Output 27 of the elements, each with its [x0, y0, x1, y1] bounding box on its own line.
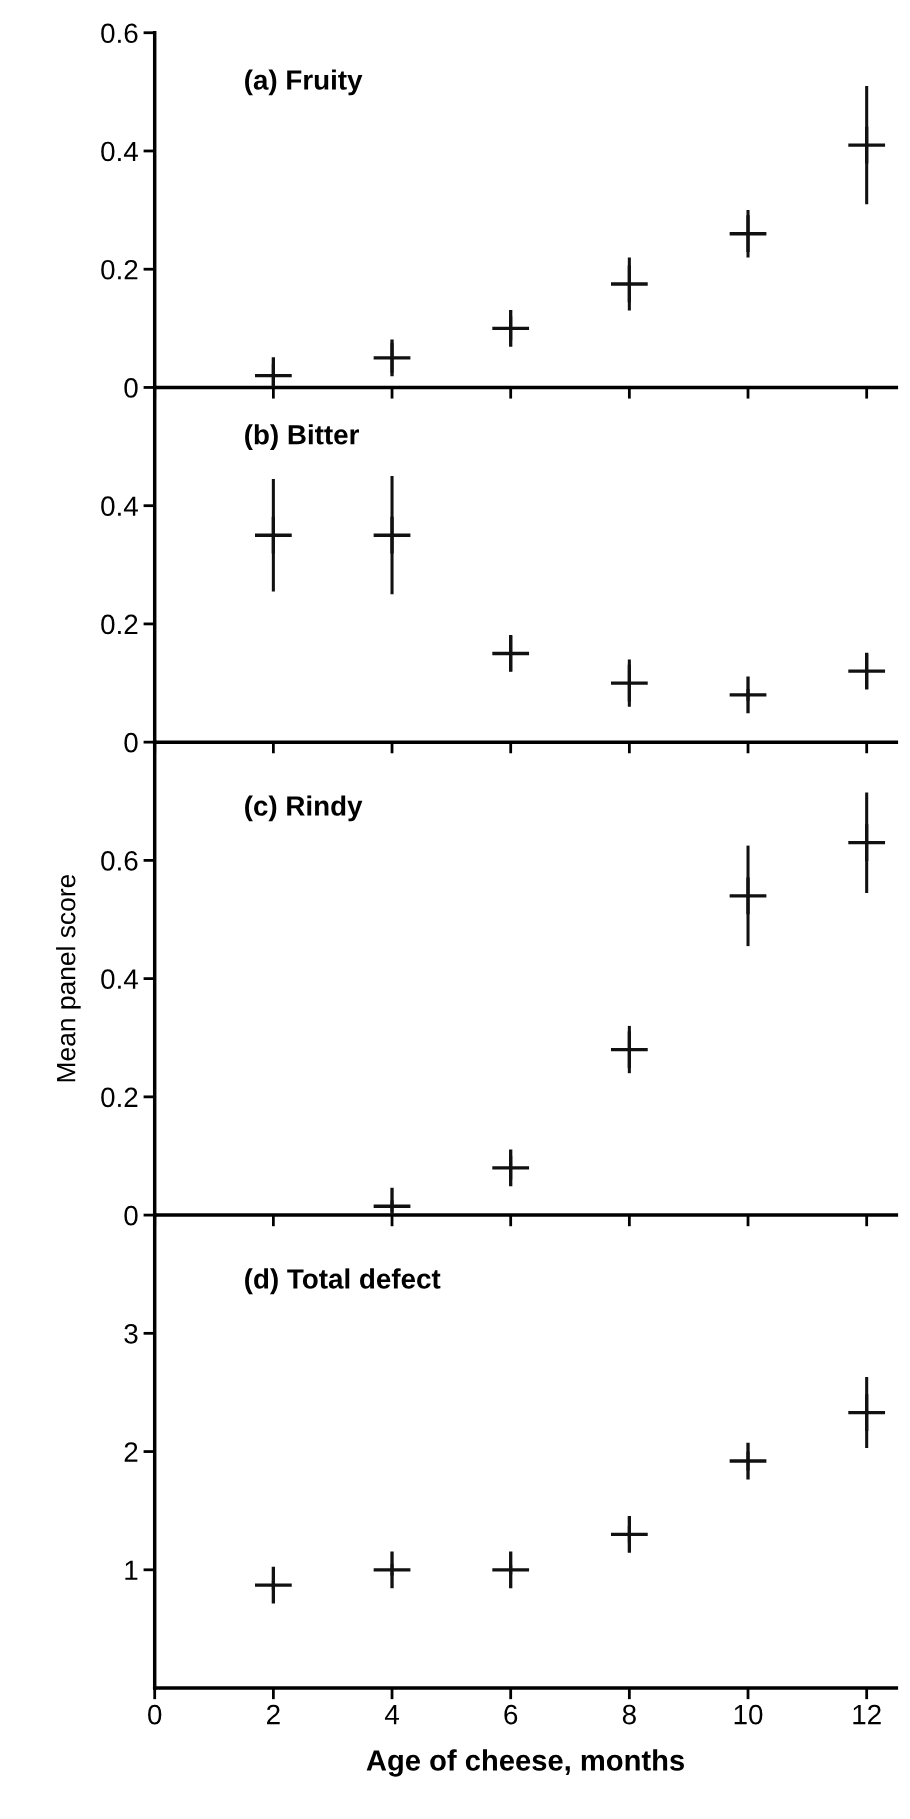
- y-tick-label: 0: [124, 378, 138, 398]
- y-tick-label: 2: [124, 1442, 138, 1462]
- y-tick-label: 0.2: [101, 1087, 138, 1108]
- x-tick-label: 12: [853, 1704, 881, 1725]
- y-tick-label: 0: [124, 1205, 138, 1226]
- y-tick-label: 0.4: [101, 496, 138, 517]
- text: (c) Rindy: [245, 795, 363, 822]
- x-tick-label: 0: [148, 1704, 162, 1725]
- y-tick-label: 0: [124, 732, 138, 753]
- y-tick-label: 0.6: [101, 851, 138, 871]
- text: (d) Total defect: [245, 1268, 441, 1295]
- y-axis-title: Mean panel score: [56, 874, 81, 1082]
- y-tick-label: 0.6: [101, 23, 138, 44]
- x-tick-label: 4: [384, 1705, 399, 1725]
- x-tick-label: 6: [504, 1704, 518, 1725]
- y-tick-label: 0.2: [101, 259, 138, 280]
- x-axis-title: Age of cheese, months: [366, 1749, 684, 1777]
- y-tick-label: 3: [124, 1324, 138, 1344]
- text: (a) Fruity: [245, 69, 363, 96]
- y-tick-label: 0.4: [101, 141, 138, 162]
- x-tick-label: 2: [267, 1704, 280, 1725]
- x-tick-label: 8: [622, 1704, 636, 1725]
- y-tick-label: 1: [125, 1560, 138, 1580]
- x-tick-label: 10: [734, 1704, 763, 1725]
- text: (b) Bitter: [245, 424, 359, 451]
- y-tick-label: 0.4: [101, 969, 138, 989]
- y-tick-label: 0.2: [101, 614, 138, 635]
